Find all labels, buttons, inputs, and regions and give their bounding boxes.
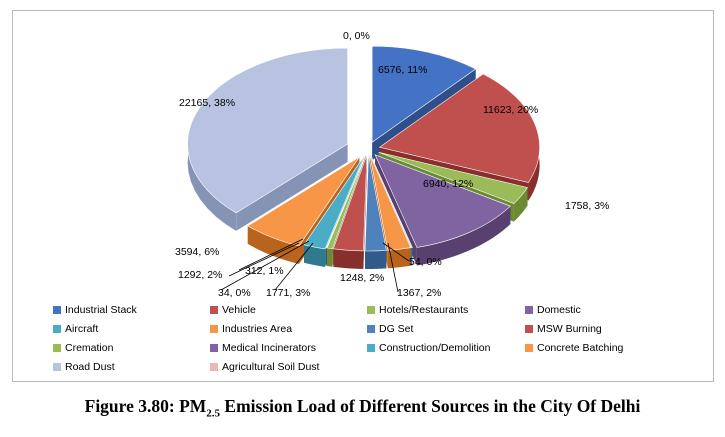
legend-item-agricultural-soil-dust: Agricultural Soil Dust xyxy=(210,361,319,373)
legend-swatch xyxy=(53,325,61,333)
legend-label: Road Dust xyxy=(65,361,115,373)
slice-label-7: 1771, 3% xyxy=(266,287,310,299)
slice-vehicle xyxy=(378,73,540,183)
legend-label: MSW Burning xyxy=(537,323,602,335)
legend-label: Agricultural Soil Dust xyxy=(222,361,320,373)
legend-item-concrete-batching: Concrete Batching xyxy=(525,342,623,354)
slice-label-0: 6576, 11% xyxy=(378,64,427,76)
slice-label-12: 22165, 38% xyxy=(179,97,235,109)
legend-swatch xyxy=(367,344,375,352)
slice-side-5 xyxy=(387,247,411,269)
legend-swatch xyxy=(53,363,61,371)
slice-aircraft xyxy=(370,154,413,248)
legend-label: Medical Incinerators xyxy=(222,342,316,354)
leader-line-0 xyxy=(274,242,314,291)
legend-label: Hotels/Restaurants xyxy=(379,304,469,316)
legend-swatch xyxy=(525,306,533,314)
caption-subscript: 2.5 xyxy=(206,407,221,420)
slice-edge-12-0 xyxy=(236,144,348,231)
legend-item-construction-demolition: Construction/Demolition xyxy=(367,342,490,354)
legend-label: Industrial Stack xyxy=(65,304,137,316)
slice-label-8: 312, 1% xyxy=(245,265,284,277)
slice-industries-area xyxy=(369,154,412,251)
legend-label: Construction/Demolition xyxy=(379,342,491,354)
legend-swatch xyxy=(525,344,533,352)
legend-item-industrial-stack: Industrial Stack xyxy=(53,304,137,316)
slice-label-3: 6940, 12% xyxy=(423,178,473,190)
legend-item-hotels-restaurants: Hotels/Restaurants xyxy=(367,304,468,316)
slice-labels: 6576, 11% 11623, 20% 1758, 3% 6940, 12% 54, … xyxy=(175,30,609,299)
legend-swatch xyxy=(53,344,61,352)
slice-label-9: 34, 0% xyxy=(218,287,251,299)
caption-prefix: Figure 3.80: PM xyxy=(84,396,207,416)
slice-road-dust xyxy=(187,47,348,214)
slice-label-1: 11623, 20% xyxy=(483,104,538,116)
legend-item-aircraft: Aircraft xyxy=(53,323,98,335)
leader-line-5 xyxy=(228,242,300,277)
slice-label-11: 3594, 6% xyxy=(175,246,219,258)
figure-caption: Figure 3.80: PM2.5 Emission Load of Diff… xyxy=(0,396,725,420)
legend-swatch xyxy=(210,363,218,371)
slice-concrete-batching xyxy=(247,156,360,247)
legend-swatch xyxy=(525,325,533,333)
leader-line-1 xyxy=(238,238,304,271)
legend-item-cremation: Cremation xyxy=(53,342,113,354)
legend-item-msw-burning: MSW Burning xyxy=(525,323,602,335)
slice-industrial-stack xyxy=(371,45,477,143)
legend-label: DG Set xyxy=(379,323,414,335)
legend-label: Industries Area xyxy=(222,323,293,335)
slice-label-5: 1367, 2% xyxy=(397,287,441,299)
legend-label: Cremation xyxy=(65,342,114,354)
legend-swatch xyxy=(210,306,218,314)
pie-chart: 6576, 11% 11623, 20% 1758, 3% 6940, 12% 54, … xyxy=(175,30,609,299)
legend-swatch xyxy=(53,306,61,314)
slice-construction-demolition xyxy=(303,155,365,250)
legend-swatch xyxy=(367,306,375,314)
chart-frame: 6576, 11% 11623, 20% 1758, 3% 6940, 12% 54, … xyxy=(12,10,714,382)
slice-label-10: 1292, 2% xyxy=(178,269,222,281)
legend-item-road-dust: Road Dust xyxy=(53,361,115,373)
slice-dg-set xyxy=(364,154,387,252)
leader-lines xyxy=(220,238,410,293)
legend-label: Concrete Batching xyxy=(537,342,624,354)
leader-line-4 xyxy=(382,242,410,262)
legend-item-industries-area: Industries Area xyxy=(210,323,292,335)
slice-side-6 xyxy=(365,250,387,269)
legend-item-vehicle: Vehicle xyxy=(210,304,256,316)
slice-side-7 xyxy=(333,248,364,269)
slice-hotels-restaurants xyxy=(378,151,529,204)
legend-swatch xyxy=(210,344,218,352)
pie-top-layer xyxy=(187,45,540,252)
legend-swatch xyxy=(367,325,375,333)
slice-label-6: 1248, 2% xyxy=(340,272,384,284)
caption-suffix: Emission Load of Different Sources in th… xyxy=(220,396,641,416)
legend-item-medical-incinerators: Medical Incinerators xyxy=(210,342,316,354)
slice-side-3 xyxy=(416,206,511,266)
slice-msw-burning xyxy=(332,154,368,252)
legend-item-dg-set: DG Set xyxy=(367,323,413,335)
legend-label: Vehicle xyxy=(222,304,256,316)
slice-label-13: 0, 0% xyxy=(343,30,370,42)
legend-label: Aircraft xyxy=(65,323,99,335)
slice-domestic xyxy=(374,154,511,248)
slice-medical-incinerators xyxy=(325,154,366,249)
legend-label: Domestic xyxy=(537,304,581,316)
legend-item-domestic: Domestic xyxy=(525,304,581,316)
leader-line-2 xyxy=(220,240,310,291)
slice-label-2: 1758, 3% xyxy=(565,200,609,212)
legend: Industrial Stack Vehicle Hotels/Restaurant… xyxy=(53,304,693,394)
slice-label-4: 54, 0% xyxy=(409,256,442,268)
legend-swatch xyxy=(210,325,218,333)
leader-line-3 xyxy=(387,242,399,293)
